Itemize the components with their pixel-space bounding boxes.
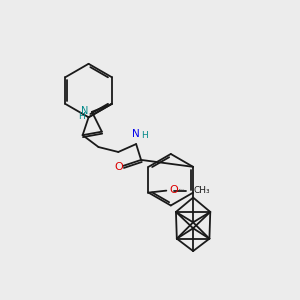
Text: H: H [141,130,147,140]
Text: H: H [78,112,84,121]
Text: methoxy: methoxy [179,189,185,190]
Text: CH₃: CH₃ [193,186,210,195]
Text: N: N [132,129,140,139]
Text: O: O [114,162,123,172]
Text: N: N [81,106,88,116]
Text: O: O [169,184,178,195]
